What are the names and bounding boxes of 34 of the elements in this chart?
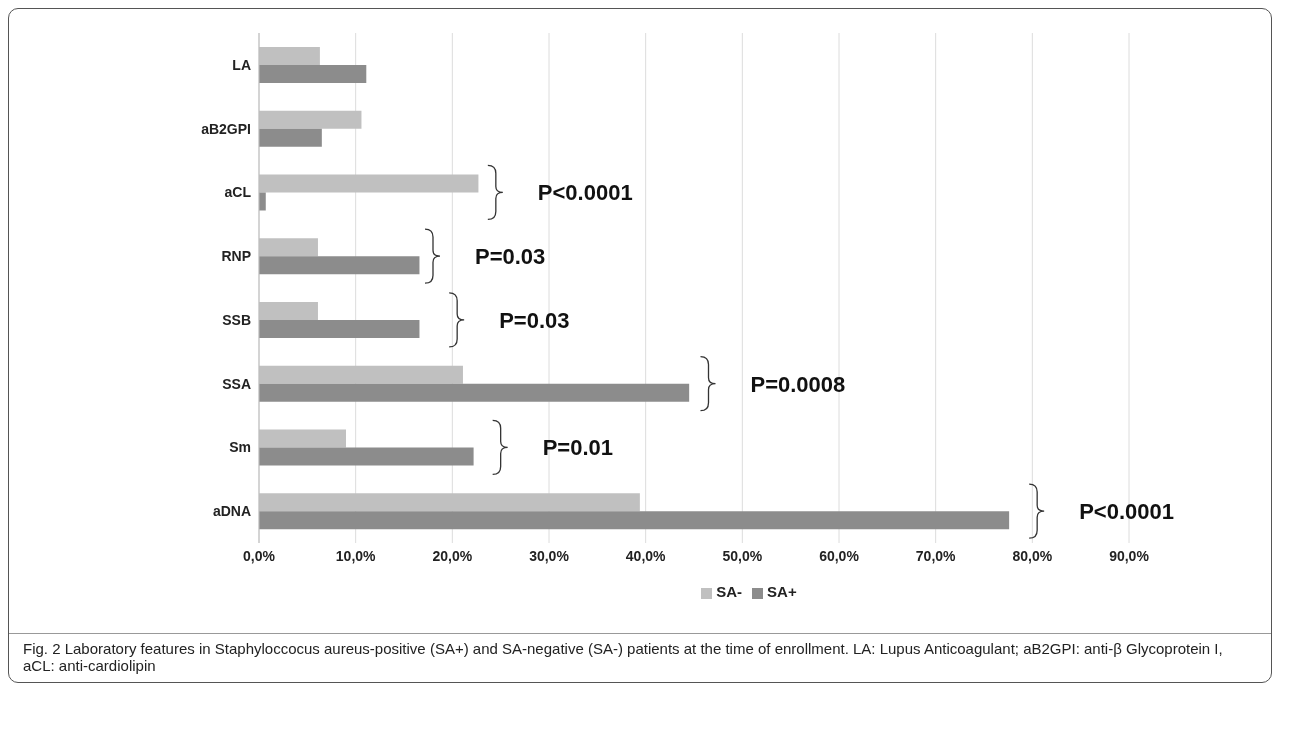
x-tick-label: 30,0%	[529, 547, 570, 564]
bar	[259, 447, 474, 466]
bar	[259, 65, 367, 83]
x-tick-label: 90,0%	[1109, 547, 1150, 564]
annotation: P=0.03	[475, 244, 546, 270]
y-tick-label: SSA	[222, 375, 251, 392]
x-tick-label: 40,0%	[625, 547, 667, 564]
x-tick-label: 10,0%	[335, 547, 377, 564]
annotation: P<0.0001	[1079, 499, 1174, 525]
bar	[259, 128, 322, 147]
x-tick-label: 80,0%	[1012, 547, 1053, 564]
x-tick-label: 70,0%	[915, 547, 957, 564]
x-tick-label: 20,0%	[432, 547, 473, 564]
caption: Fig. 2 Laboratory features in Staphyloccocus aureus-positive (SA+) and SA-negative (SA-) patients at the time of enrollment. LA: Lupus Anticoagulant; aB2GPI: anti-β Glycoprotein I, aCL: anti-cardiolipin	[9, 633, 1271, 674]
bar	[259, 320, 420, 338]
y-tick-label: aB2GPI	[201, 120, 251, 137]
y-tick-label: Sm	[229, 439, 251, 456]
x-tick-label: 50,0%	[722, 547, 763, 564]
bar	[259, 256, 420, 275]
bar	[259, 383, 690, 402]
y-tick-label: RNP	[221, 248, 251, 265]
x-tick-label: 60,0%	[819, 547, 860, 564]
y-tick-label: SSB	[222, 311, 251, 328]
y-tick-label: LA	[232, 56, 251, 73]
annotation: P=0.01	[542, 435, 614, 461]
legend-label: SA+	[767, 583, 797, 600]
y-tick-label: aCL	[224, 184, 252, 201]
y-tick-label: aDNA	[212, 503, 251, 520]
legend-label: SA-	[716, 583, 743, 600]
annotation: P=0.03	[499, 307, 570, 333]
bar	[259, 511, 1010, 530]
annotation: P=0.0008	[750, 371, 846, 397]
annotation: P<0.0001	[537, 180, 633, 206]
x-tick-label: 0,0%	[243, 547, 276, 564]
